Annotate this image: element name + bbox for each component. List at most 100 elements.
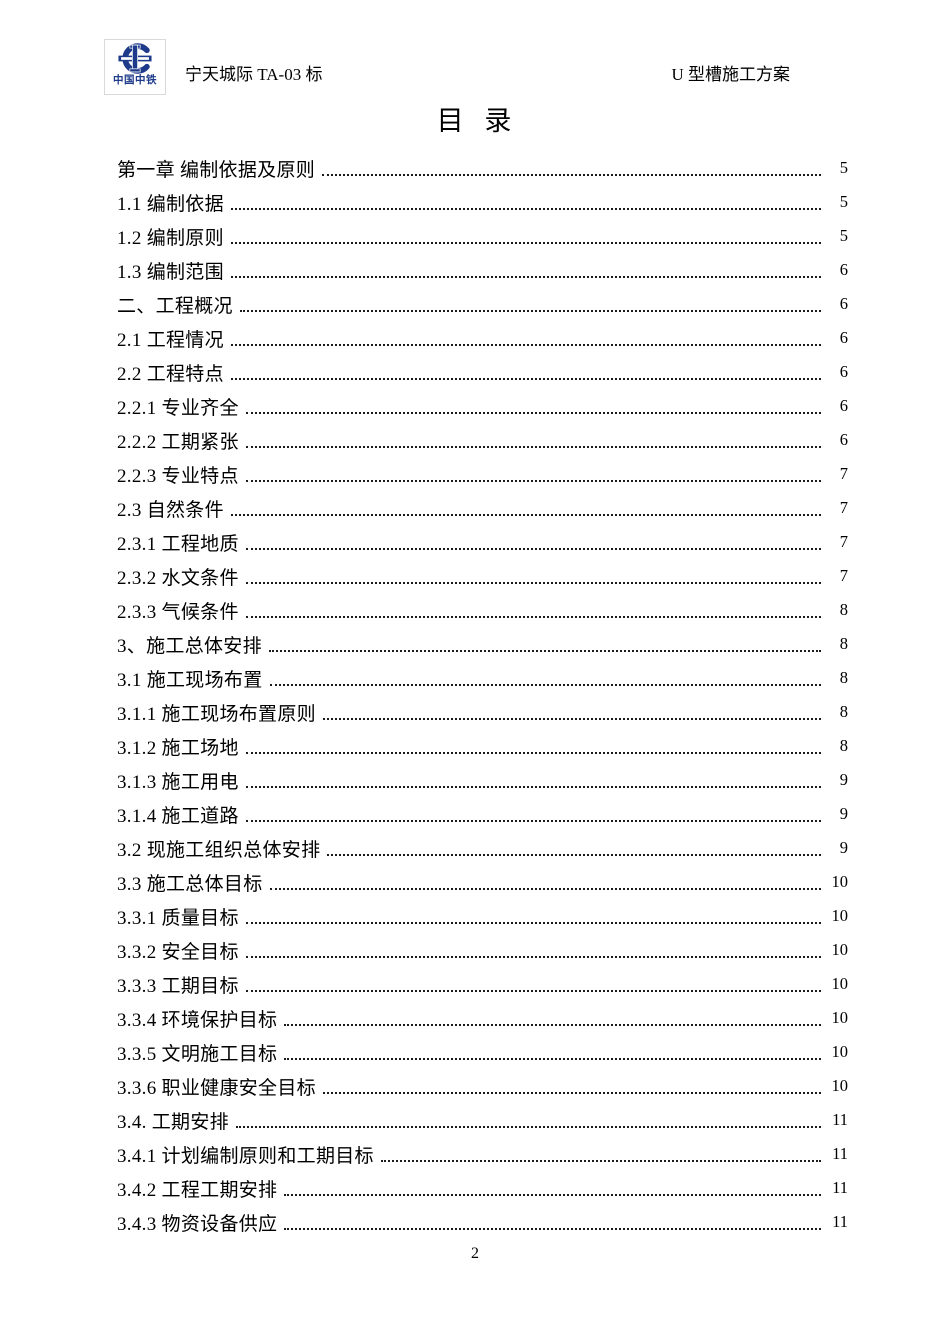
toc-leader-dots: [245, 433, 821, 448]
toc-title: 目 录: [436, 106, 514, 136]
toc-entry-label: 1.3 编制范围: [117, 261, 224, 283]
toc-entry[interactable]: 3.1.3 施工用电 9: [117, 763, 848, 797]
toc-leader-dots: [245, 807, 821, 822]
toc-entry[interactable]: 3.2 现施工组织总体安排 9: [117, 831, 848, 865]
toc-leader-dots: [230, 365, 821, 380]
toc-entry-label: 第一章 编制依据及原则: [117, 159, 316, 181]
toc-entry[interactable]: 2.3.2 水文条件 7: [117, 559, 848, 593]
toc-leader-dots: [230, 263, 821, 278]
toc-leader-dots: [269, 875, 821, 890]
toc-entry-label: 2.3.1 工程地质: [117, 533, 239, 555]
toc-leader-dots: [284, 1011, 821, 1026]
company-logo: 中国中铁: [104, 39, 166, 95]
toc-entry-label: 3.1.4 施工道路: [117, 805, 239, 827]
toc-entry-page: 6: [839, 396, 848, 415]
toc-entry-label: 3.3.5 文明施工目标: [117, 1043, 278, 1065]
toc-entry-label: 3、施工总体安排: [117, 635, 262, 657]
toc-entry-page: 7: [839, 532, 848, 551]
toc-entry-page: 8: [839, 668, 848, 687]
toc-entry-label: 3.4.3 物资设备供应: [117, 1213, 278, 1235]
toc-entry-page: 11: [832, 1212, 848, 1231]
toc-entry-page: 6: [839, 294, 848, 313]
toc-leader-dots: [235, 1113, 821, 1128]
toc-entry-label: 3.4.2 工程工期安排: [117, 1179, 278, 1201]
toc-leader-dots: [322, 1079, 821, 1094]
toc-entry-page: 11: [832, 1178, 848, 1197]
toc-entry-label: 1.1 编制依据: [117, 193, 224, 215]
toc-entry[interactable]: 二、工程概况 6: [117, 287, 848, 321]
toc-entry-page: 10: [831, 906, 849, 925]
toc-entry-page: 8: [839, 736, 848, 755]
toc-entry[interactable]: 2.3 自然条件 7: [117, 491, 848, 525]
toc-entry[interactable]: 3.3.4 环境保护目标 10: [117, 1001, 848, 1035]
toc-entry[interactable]: 2.2.1 专业齐全 6: [117, 389, 848, 423]
toc-entry[interactable]: 1.1 编制依据 5: [117, 185, 848, 219]
toc-entry-page: 5: [839, 226, 848, 245]
toc-entry[interactable]: 2.3.1 工程地质 7: [117, 525, 848, 559]
toc-entry[interactable]: 3.3.5 文明施工目标 10: [117, 1035, 848, 1069]
toc-entry[interactable]: 2.2.3 专业特点 7: [117, 457, 848, 491]
toc-entry-page: 10: [831, 974, 849, 993]
toc-entry-page: 10: [831, 1042, 849, 1061]
toc-leader-dots: [245, 399, 821, 414]
toc-entry[interactable]: 2.2.2 工期紧张 6: [117, 423, 848, 457]
toc-leader-dots: [245, 535, 821, 550]
toc-entry-label: 3.4. 工期安排: [117, 1111, 229, 1133]
toc-leader-dots: [245, 909, 821, 924]
toc-entry-label: 2.2.2 工期紧张: [117, 431, 239, 453]
toc-entry-label: 1.2 编制原则: [117, 227, 224, 249]
toc-entry-page: 11: [832, 1144, 848, 1163]
china-railway-emblem-icon: [118, 43, 152, 74]
header-document-title: U 型槽施工方案: [671, 65, 790, 84]
toc-entry[interactable]: 3、施工总体安排 8: [117, 627, 848, 661]
toc-entry[interactable]: 3.4. 工期安排 11: [117, 1103, 848, 1137]
toc-entry[interactable]: 3.3.1 质量目标 10: [117, 899, 848, 933]
toc-entry-page: 7: [839, 464, 848, 483]
toc-entry[interactable]: 3.3.6 职业健康安全目标 10: [117, 1069, 848, 1103]
toc-entry-label: 3.1 施工现场布置: [117, 669, 263, 691]
toc-entry-label: 2.1 工程情况: [117, 329, 224, 351]
toc-entry-page: 10: [831, 1008, 849, 1027]
toc-leader-dots: [245, 943, 821, 958]
header-project-title: 宁天城际 TA-03 标: [185, 65, 323, 84]
toc-entry-label: 3.1.3 施工用电: [117, 771, 239, 793]
toc-entry[interactable]: 3.4.1 计划编制原则和工期目标 11: [117, 1137, 848, 1171]
toc-entry[interactable]: 2.2 工程特点 6: [117, 355, 848, 389]
toc-entry[interactable]: 1.3 编制范围 6: [117, 253, 848, 287]
toc-entry[interactable]: 2.3.3 气候条件 8: [117, 593, 848, 627]
toc-entry-page: 5: [839, 192, 848, 211]
toc-entry[interactable]: 3.1.4 施工道路 9: [117, 797, 848, 831]
toc-entry[interactable]: 1.2 编制原则 5: [117, 219, 848, 253]
toc-entry[interactable]: 3.4.3 物资设备供应 11: [117, 1205, 848, 1239]
toc-entry-label: 3.3.2 安全目标: [117, 941, 239, 963]
toc-entry[interactable]: 第一章 编制依据及原则 5: [117, 151, 848, 185]
toc-leader-dots: [239, 297, 821, 312]
toc-entry[interactable]: 2.1 工程情况 6: [117, 321, 848, 355]
page-footer: 2: [0, 1245, 950, 1263]
toc-entry-label: 3.2 现施工组织总体安排: [117, 839, 321, 861]
toc-leader-dots: [245, 603, 821, 618]
toc-entry[interactable]: 3.3 施工总体目标 10: [117, 865, 848, 899]
toc-entry-page: 9: [839, 838, 848, 857]
page-number: 2: [471, 1245, 479, 1262]
toc-leader-dots: [245, 467, 821, 482]
toc-leader-dots: [380, 1147, 821, 1162]
toc-entry-label: 3.1.1 施工现场布置原则: [117, 703, 316, 725]
toc-leader-dots: [284, 1181, 821, 1196]
toc-entry[interactable]: 3.4.2 工程工期安排 11: [117, 1171, 848, 1205]
toc-leader-dots: [269, 671, 821, 686]
toc-entry[interactable]: 3.3.2 安全目标 10: [117, 933, 848, 967]
toc-entry-label: 3.3.1 质量目标: [117, 907, 239, 929]
toc-entry-label: 2.2.3 专业特点: [117, 465, 239, 487]
toc-entry[interactable]: 3.3.3 工期目标 10: [117, 967, 848, 1001]
toc-leader-dots: [327, 841, 821, 856]
toc-entry[interactable]: 3.1.2 施工场地 8: [117, 729, 848, 763]
toc-entry-page: 8: [839, 634, 848, 653]
toc-list: 第一章 编制依据及原则 5 1.1 编制依据 5 1.2 编制原则 5 1.3 …: [117, 151, 848, 1239]
toc-entry[interactable]: 3.1 施工现场布置 8: [117, 661, 848, 695]
toc-entry-page: 10: [831, 1076, 849, 1095]
company-logo-text: 中国中铁: [113, 74, 157, 86]
toc-entry[interactable]: 3.1.1 施工现场布置原则 8: [117, 695, 848, 729]
toc-entry-page: 11: [832, 1110, 848, 1129]
toc-leader-dots: [230, 501, 821, 516]
